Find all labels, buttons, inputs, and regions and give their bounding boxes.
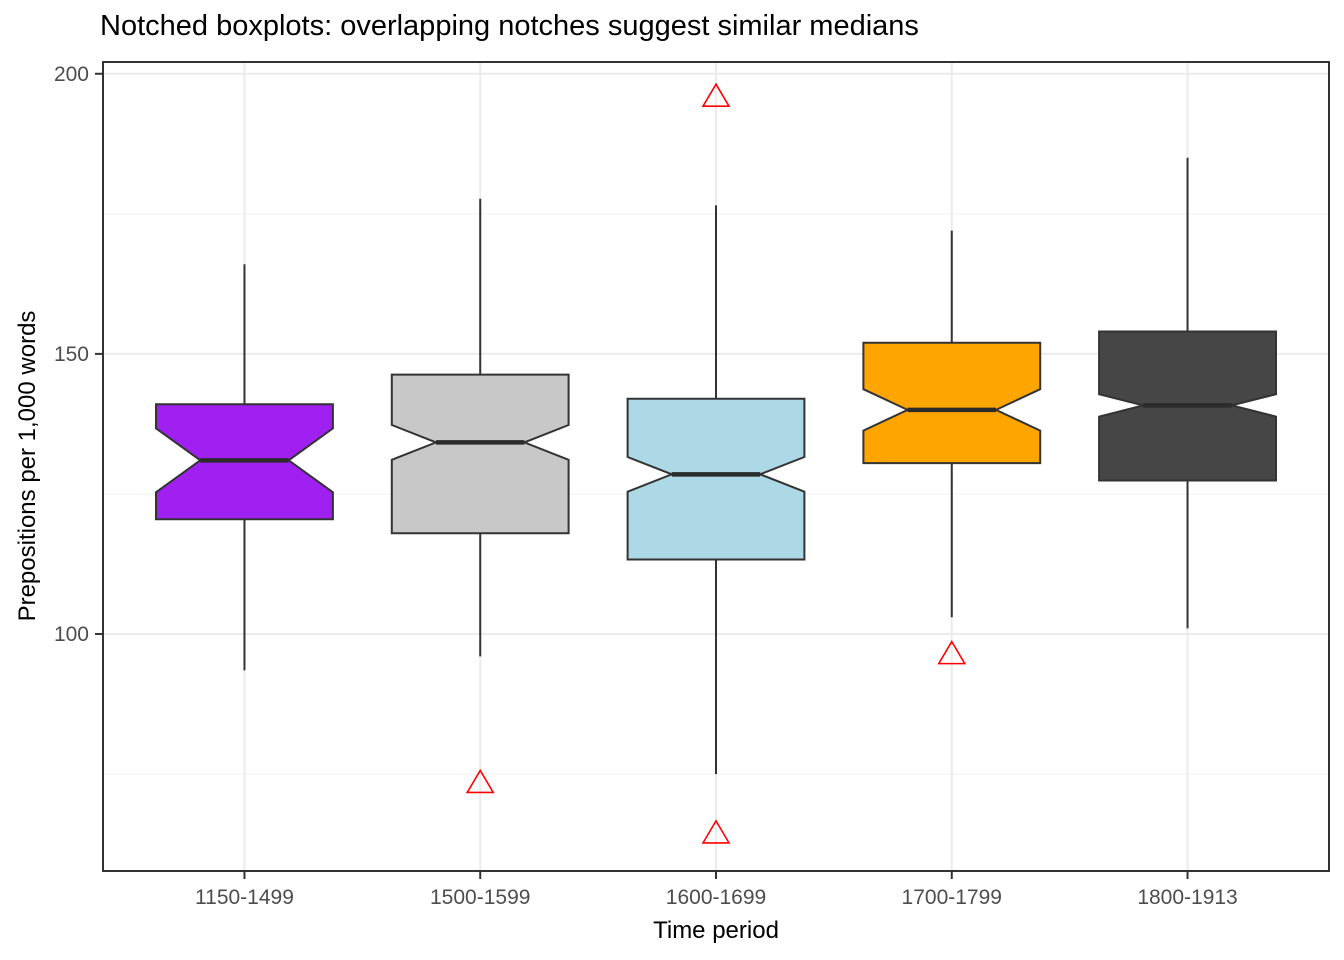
x-tick-label: 1600-1699 — [666, 886, 766, 909]
x-tick-label: 1150-1499 — [195, 886, 294, 909]
notched-box — [862, 341, 1042, 465]
notched-box — [626, 397, 806, 561]
x-tick-label: 1800-1913 — [1137, 886, 1237, 909]
x-axis-title: Time period — [653, 917, 779, 944]
plot-title: Notched boxplots: overlapping notches su… — [100, 10, 919, 42]
outlier-triangle-icon — [701, 82, 731, 107]
y-tick-label: 150 — [54, 343, 89, 366]
outlier-triangle-icon — [465, 768, 495, 794]
x-tick-label: 1500-1599 — [430, 886, 530, 909]
x-tick-label: 1700-1799 — [902, 886, 1002, 909]
notched-box — [390, 373, 570, 535]
outlier-triangle-icon — [937, 640, 967, 665]
y-tick-label: 200 — [54, 63, 89, 86]
outlier-triangle-icon — [701, 819, 731, 844]
y-tick-label: 100 — [54, 623, 89, 646]
